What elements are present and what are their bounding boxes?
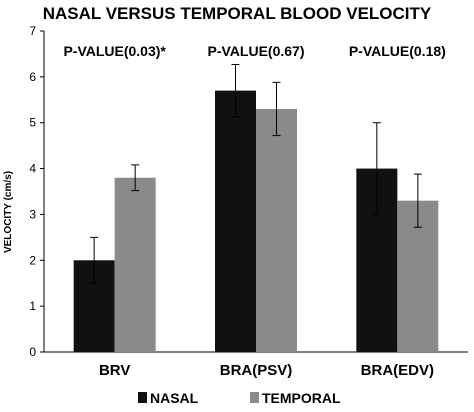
category-label: BRV (99, 362, 130, 379)
y-tick-label: 7 (29, 24, 36, 38)
y-axis-ticks: 0 1 2 3 4 5 6 7 (29, 24, 44, 359)
y-tick-label: 1 (29, 299, 36, 313)
category-label: BRA(PSV) (220, 362, 293, 379)
p-value-label: P-VALUE(0.03)* (63, 43, 166, 59)
p-value-annotations: P-VALUE(0.03)* P-VALUE(0.67) P-VALUE(0.18) (63, 43, 445, 59)
legend-swatch-temporal (250, 392, 259, 403)
bar-temporal-0 (114, 177, 156, 352)
y-tick-label: 0 (29, 345, 36, 359)
error-bars-group (90, 63, 422, 284)
category-label: BRA(EDV) (361, 362, 434, 379)
legend-label: TEMPORAL (262, 390, 341, 406)
legend-label: NASAL (150, 390, 199, 406)
p-value-label: P-VALUE(0.18) (349, 43, 446, 59)
p-value-label: P-VALUE(0.67) (208, 43, 305, 59)
y-tick-label: 3 (29, 207, 36, 221)
y-axis-label: VELOCITY (cm/s) (3, 171, 14, 253)
y-tick-label: 4 (29, 162, 36, 176)
bars-group (73, 90, 439, 352)
chart-title: NASAL VERSUS TEMPORAL BLOOD VELOCITY (43, 4, 432, 23)
y-tick-label: 5 (29, 116, 36, 130)
legend: NASAL TEMPORAL (138, 390, 341, 406)
y-tick-label: 6 (29, 70, 36, 84)
y-tick-label: 2 (29, 253, 36, 267)
category-labels: BRV BRA(PSV) BRA(EDV) (99, 362, 434, 379)
bar-nasal-1 (215, 90, 256, 352)
bar-temporal-1 (256, 108, 297, 352)
legend-swatch-nasal (138, 392, 147, 403)
